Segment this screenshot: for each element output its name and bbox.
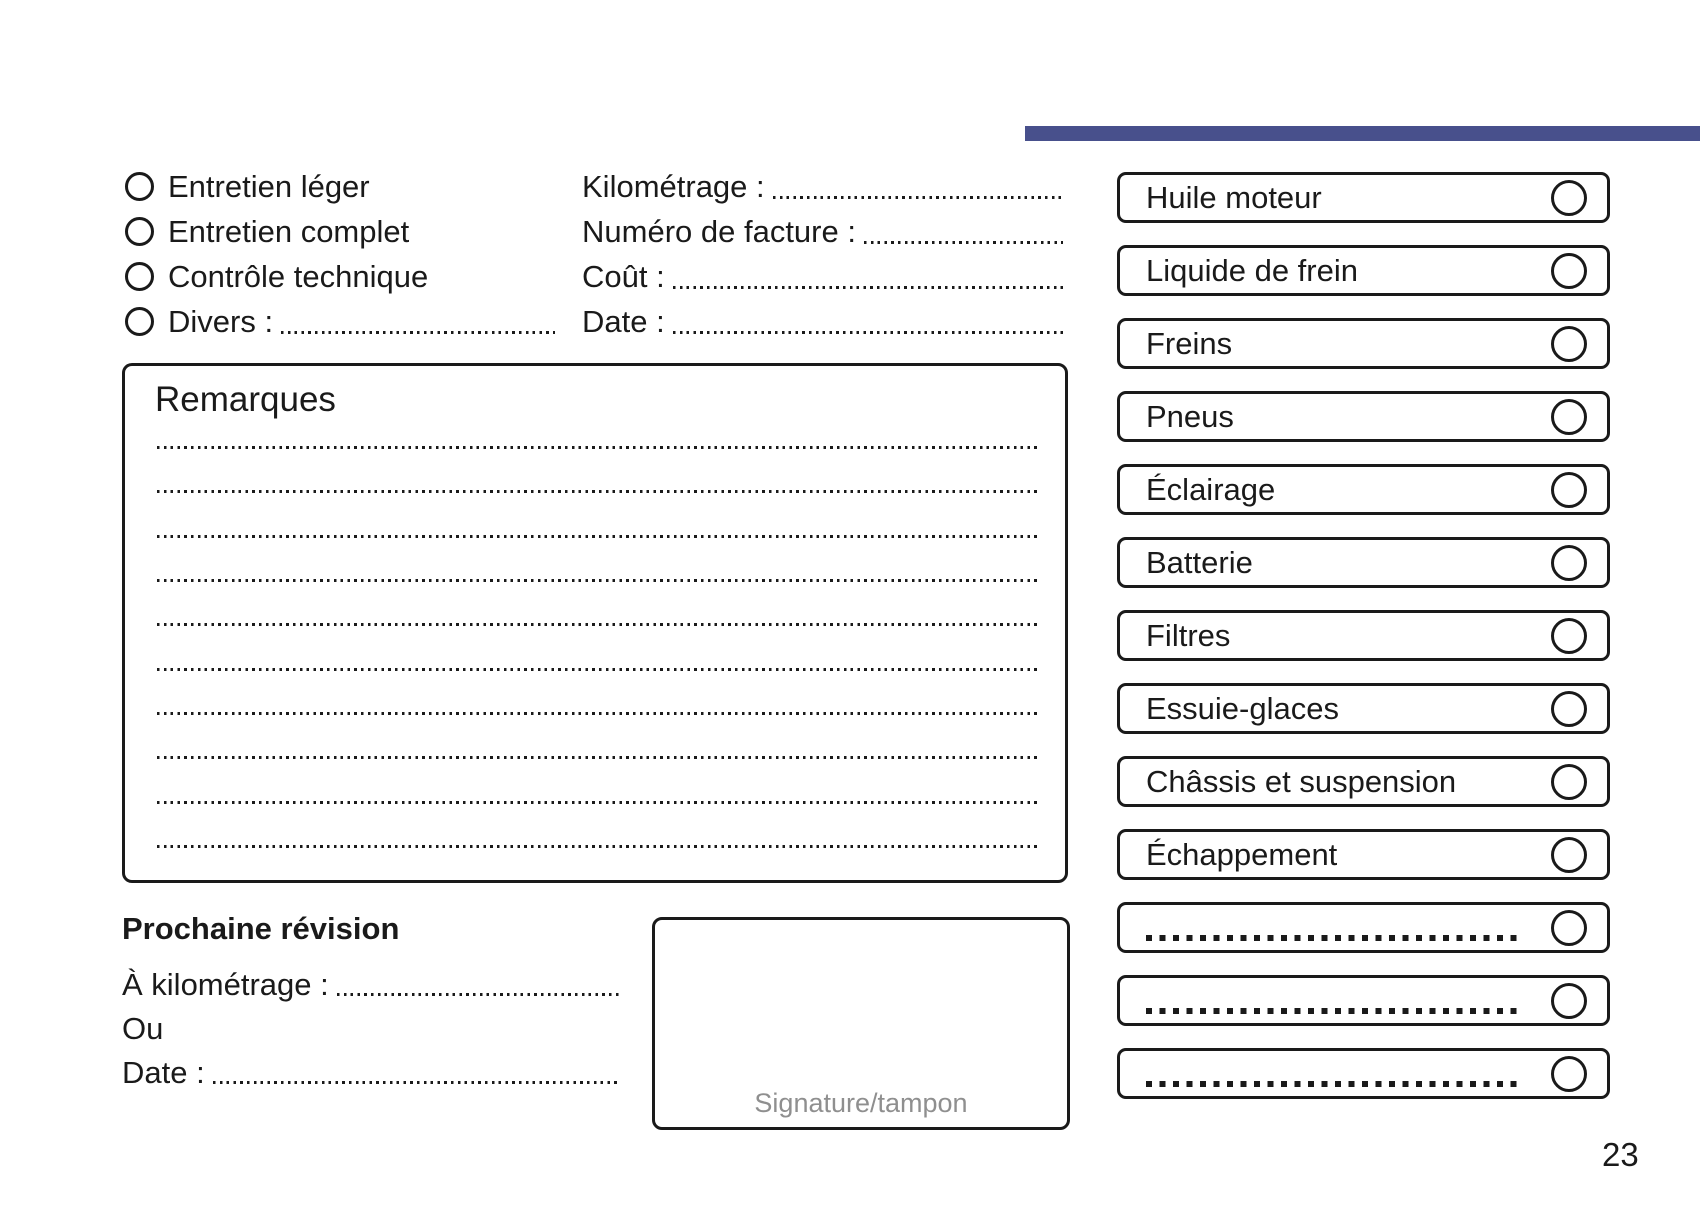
radio-circle-icon[interactable]: [125, 307, 154, 336]
next-service-field-label: Date :: [122, 1054, 205, 1090]
remarks-box: Remarques: [122, 363, 1068, 883]
dotted-input-line[interactable]: [863, 241, 1063, 244]
checklist-item-label: Batterie: [1146, 545, 1253, 580]
checklist-item: Liquide de frein: [1117, 245, 1610, 296]
service-type-label: Entretien complet: [168, 214, 410, 249]
service-type-label: Contrôle technique: [168, 259, 429, 294]
checklist-item-label: Pneus: [1146, 399, 1234, 434]
check-circle-icon[interactable]: [1551, 982, 1587, 1019]
remarks-writing-line[interactable]: [157, 446, 1037, 449]
next-service-field-label: Ou: [122, 1010, 164, 1046]
checklist-item: [1117, 975, 1610, 1026]
next-service-fields: À kilométrage : Ou Date :: [122, 962, 620, 1094]
next-service-field: Date :: [122, 1050, 620, 1094]
checklist-item-label: Huile moteur: [1146, 180, 1322, 215]
remarks-writing-line[interactable]: [157, 711, 1037, 715]
next-service-field-label: À kilométrage :: [122, 966, 329, 1002]
remarks-writing-line[interactable]: [157, 623, 1037, 627]
signature-stamp-label: Signature/tampon: [754, 1088, 968, 1118]
remarks-writing-line[interactable]: [157, 756, 1037, 760]
dotted-blank-label-line[interactable]: [1146, 1080, 1518, 1087]
invoice-field: Kilométrage :: [582, 164, 1063, 209]
check-circle-icon[interactable]: [1551, 617, 1587, 654]
checklist-item: Éclairage: [1117, 464, 1610, 515]
dotted-blank-label-line[interactable]: [1146, 1007, 1518, 1014]
check-circle-icon[interactable]: [1551, 179, 1587, 216]
checklist-item-label: Éclairage: [1146, 472, 1276, 507]
checklist-item: Échappement: [1117, 829, 1610, 880]
dotted-input-line[interactable]: [281, 331, 555, 334]
check-circle-icon[interactable]: [1551, 544, 1587, 581]
signature-stamp-area[interactable]: Signature/tampon: [652, 917, 1070, 1130]
dotted-input-line[interactable]: [772, 196, 1063, 199]
next-service-field: À kilométrage :: [122, 962, 620, 1006]
checklist-item: Pneus: [1117, 391, 1610, 442]
check-circle-icon[interactable]: [1551, 252, 1587, 289]
inspection-checklist: Huile moteur Liquide de frein Freins Pne…: [1117, 172, 1610, 1121]
service-type-label: Entretien léger: [168, 169, 370, 204]
check-circle-icon[interactable]: [1551, 471, 1587, 508]
radio-circle-icon[interactable]: [125, 262, 154, 291]
service-type-group: Entretien léger Entretien complet Contrô…: [125, 164, 555, 344]
checklist-item-label: Châssis et suspension: [1146, 764, 1457, 799]
remarks-lines: [157, 446, 1037, 848]
service-type-label: Divers :: [168, 304, 274, 339]
checklist-item: Huile moteur: [1117, 172, 1610, 223]
next-service-section: Prochaine révision À kilométrage : Ou Da…: [122, 911, 620, 1094]
invoice-field: Coût :: [582, 254, 1063, 299]
dotted-input-line[interactable]: [336, 993, 620, 997]
remarks-title: Remarques: [155, 380, 336, 419]
invoice-field-label: Coût :: [582, 259, 665, 294]
checklist-item-label: Liquide de frein: [1146, 253, 1358, 288]
next-service-field: Ou: [122, 1006, 620, 1050]
check-circle-icon[interactable]: [1551, 909, 1587, 946]
service-type-option: Entretien complet: [125, 209, 555, 254]
invoice-field-group: Kilométrage : Numéro de facture : Coût :…: [582, 164, 1063, 344]
remarks-writing-line[interactable]: [157, 534, 1037, 538]
remarks-writing-line[interactable]: [157, 578, 1037, 582]
checklist-item: Batterie: [1117, 537, 1610, 588]
checklist-item: [1117, 1048, 1610, 1099]
invoice-field: Numéro de facture :: [582, 209, 1063, 254]
next-service-title: Prochaine révision: [122, 911, 400, 946]
dotted-blank-label-line[interactable]: [1146, 934, 1518, 941]
checklist-item: [1117, 902, 1610, 953]
checklist-item: Essuie-glaces: [1117, 683, 1610, 734]
invoice-field-label: Date :: [582, 304, 665, 339]
service-type-option: Contrôle technique: [125, 254, 555, 299]
dotted-input-line[interactable]: [212, 1081, 620, 1085]
service-type-option: Entretien léger: [125, 164, 555, 209]
remarks-writing-line[interactable]: [157, 844, 1037, 848]
invoice-field-label: Kilométrage :: [582, 169, 765, 204]
check-circle-icon[interactable]: [1551, 325, 1587, 362]
checklist-item-label: Filtres: [1146, 618, 1231, 653]
checklist-item-label: Freins: [1146, 326, 1233, 361]
check-circle-icon[interactable]: [1551, 690, 1587, 727]
dotted-input-line[interactable]: [672, 331, 1063, 334]
accent-bar: [1025, 126, 1700, 141]
check-circle-icon[interactable]: [1551, 1055, 1587, 1092]
checklist-item-label: Échappement: [1146, 837, 1338, 872]
remarks-writing-line[interactable]: [157, 490, 1037, 494]
dotted-input-line[interactable]: [672, 286, 1063, 289]
page-number: 23: [1602, 1136, 1639, 1173]
invoice-field-label: Numéro de facture :: [582, 214, 856, 249]
radio-circle-icon[interactable]: [125, 217, 154, 246]
check-circle-icon[interactable]: [1551, 398, 1587, 435]
remarks-writing-line[interactable]: [157, 800, 1037, 804]
check-circle-icon[interactable]: [1551, 763, 1587, 800]
invoice-field: Date :: [582, 299, 1063, 344]
checklist-item: Filtres: [1117, 610, 1610, 661]
checklist-item: Châssis et suspension: [1117, 756, 1610, 807]
remarks-writing-line[interactable]: [157, 667, 1037, 671]
check-circle-icon[interactable]: [1551, 836, 1587, 873]
checklist-item-label: Essuie-glaces: [1146, 691, 1339, 726]
radio-circle-icon[interactable]: [125, 172, 154, 201]
checklist-item: Freins: [1117, 318, 1610, 369]
service-type-option: Divers :: [125, 299, 555, 344]
